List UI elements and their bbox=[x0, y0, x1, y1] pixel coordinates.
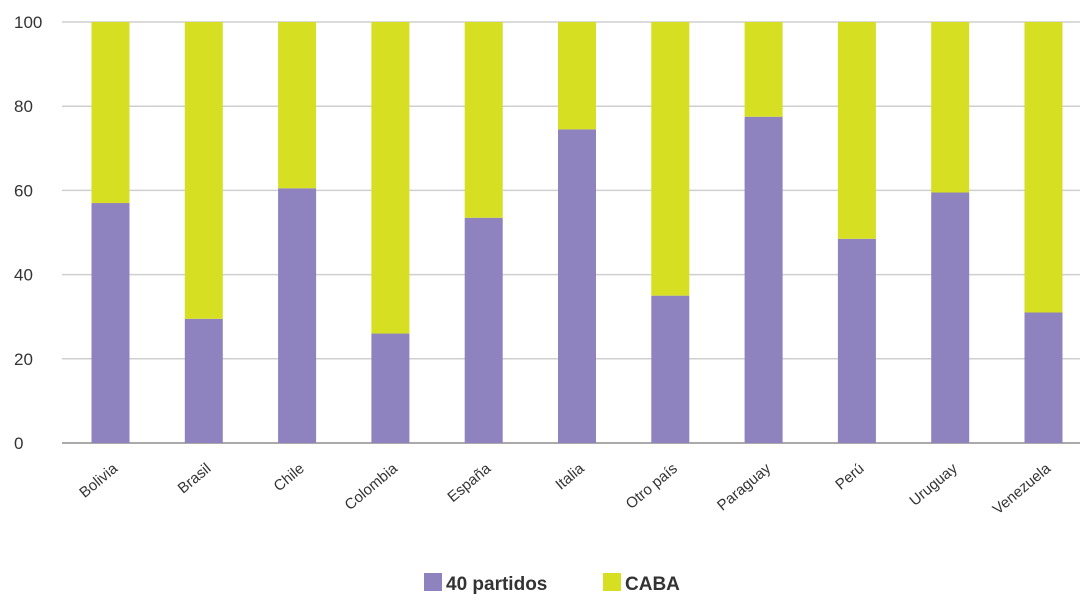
bar-segment-caba bbox=[744, 22, 783, 117]
y-tick-label: 60 bbox=[14, 181, 33, 200]
y-tick-label: 40 bbox=[14, 266, 33, 285]
legend-swatch bbox=[424, 573, 442, 591]
x-category-label: Bolivia bbox=[76, 460, 121, 502]
legend-label: CABA bbox=[625, 574, 680, 595]
bar-segment-40-partidos bbox=[278, 188, 317, 443]
y-tick-label: 100 bbox=[14, 13, 42, 32]
bar-segment-caba bbox=[278, 22, 317, 189]
bar-segment-40-partidos bbox=[91, 203, 130, 443]
legend: 40 partidos CABA bbox=[424, 573, 680, 595]
x-axis-categories: Bolivia Brasil Chile Colombia España Italia Ot… bbox=[76, 460, 1054, 518]
x-category-label: Colombia bbox=[341, 460, 401, 514]
bar-segment-caba bbox=[837, 22, 876, 239]
y-tick-label: 80 bbox=[14, 97, 33, 116]
bar-segment-40-partidos bbox=[464, 217, 503, 443]
x-category-label: Perú bbox=[832, 460, 867, 493]
bar-segment-caba bbox=[1024, 22, 1063, 313]
bar-segment-caba bbox=[464, 22, 503, 218]
legend-label: 40 partidos bbox=[446, 574, 547, 595]
x-category-label: Otro país bbox=[623, 460, 681, 513]
bar-segment-40-partidos bbox=[1024, 312, 1063, 443]
x-category-label: Venezuela bbox=[989, 460, 1054, 518]
bar-segment-40-partidos bbox=[371, 333, 410, 443]
bar-segment-caba bbox=[91, 22, 130, 204]
x-category-label: España bbox=[444, 460, 494, 506]
bar-segment-40-partidos bbox=[744, 116, 783, 443]
bar-segment-caba bbox=[558, 22, 596, 130]
x-category-label: Chile bbox=[271, 460, 308, 495]
bar-segment-40-partidos bbox=[651, 295, 690, 443]
bar-segment-caba bbox=[371, 22, 410, 334]
bar-segment-40-partidos bbox=[837, 238, 876, 443]
bars-layer bbox=[91, 22, 1063, 444]
bar-segment-40-partidos bbox=[184, 318, 223, 443]
y-tick-label: 0 bbox=[14, 434, 23, 453]
bar-segment-caba bbox=[931, 22, 970, 193]
y-axis-ticks: 0 20 40 60 80 100 bbox=[14, 13, 42, 453]
bar-segment-caba bbox=[184, 22, 223, 319]
y-tick-label: 20 bbox=[14, 350, 33, 369]
bar-segment-40-partidos bbox=[558, 129, 596, 444]
x-category-label: Italia bbox=[552, 460, 588, 494]
x-category-label: Brasil bbox=[175, 460, 215, 497]
x-category-label: Paraguay bbox=[714, 460, 774, 515]
bar-segment-caba bbox=[651, 22, 690, 296]
bar-segment-40-partidos bbox=[931, 192, 970, 443]
x-category-label: Uruguay bbox=[906, 460, 961, 510]
legend-swatch bbox=[603, 573, 621, 591]
